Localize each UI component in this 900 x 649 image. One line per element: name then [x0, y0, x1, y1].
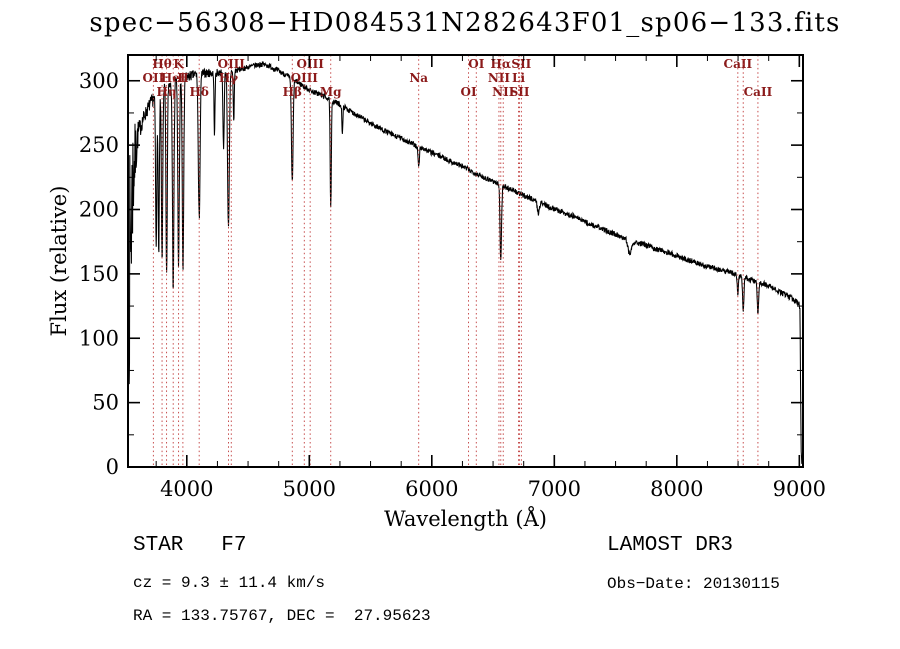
- spectral-line-label: Li: [512, 71, 525, 85]
- spectral-line-label: K: [173, 57, 184, 71]
- survey-release-label: LAMOST DR3: [607, 534, 734, 557]
- object-class-label: STAR F7: [133, 534, 247, 557]
- spectral-line-label: Hη: [157, 85, 177, 99]
- spectral-line-label: CaII: [724, 57, 753, 71]
- spectral-line-label: OI: [461, 85, 477, 99]
- spectral-line-label: CaII: [744, 85, 773, 99]
- plot-frame: [127, 54, 804, 468]
- y-axis-label: Flux (relative): [47, 186, 71, 337]
- spectral-line-label: Hδ: [190, 85, 209, 99]
- ra-dec-text: RA = 133.75767, DEC = 27.95623: [133, 607, 431, 625]
- spectral-line-label: OIII: [218, 57, 246, 71]
- radial-velocity-text: cz = 9.3 ± 11.4 km/s: [133, 574, 326, 592]
- spectral-line-label: Hγ: [219, 71, 238, 85]
- x-tick-label: 8000: [650, 477, 703, 501]
- y-tick-label: 150: [79, 262, 119, 286]
- y-tick-label: 50: [92, 391, 119, 415]
- y-tick-label: 300: [79, 69, 119, 93]
- spectral-line-label: Mg: [320, 85, 342, 99]
- y-tick-label: 200: [79, 198, 119, 222]
- x-axis-label: Wavelength (Å): [384, 506, 547, 531]
- spectral-line-label: Hα: [490, 57, 511, 71]
- spectrum-line: [128, 61, 803, 464]
- y-tick-label: 100: [79, 326, 119, 350]
- spectral-line-label: SII: [510, 85, 530, 99]
- spectral-line-label: HeI: [161, 71, 186, 85]
- x-tick-label: 5000: [283, 477, 336, 501]
- obs-date-text: Obs−Date: 20130115: [607, 575, 780, 593]
- x-tick-label: 7000: [528, 477, 581, 501]
- x-tick-label: 6000: [405, 477, 458, 501]
- y-tick-label: 250: [79, 133, 119, 157]
- spectral-line-label: Na: [409, 71, 428, 85]
- x-tick-label: 9000: [773, 477, 826, 501]
- spectral-line-label: OII: [143, 71, 165, 85]
- spectral-line-label: SII: [511, 57, 531, 71]
- spectral-line-label: OIII: [297, 57, 325, 71]
- plot-title: spec−56308−HD084531N282643F01_sp06−133.f…: [89, 8, 841, 38]
- x-tick-label: 4000: [160, 477, 213, 501]
- spectral-line-label: Hβ: [283, 85, 302, 99]
- spectral-line-label: Hθ: [152, 57, 171, 71]
- spectral-line-label: H: [177, 71, 188, 85]
- spectral-line-label: OI: [468, 57, 484, 71]
- spectral-line-label: NII: [488, 71, 511, 85]
- y-tick-label: 0: [106, 455, 119, 479]
- spectral-line-label: OIII: [291, 71, 319, 85]
- spectral-line-label: NII: [492, 85, 515, 99]
